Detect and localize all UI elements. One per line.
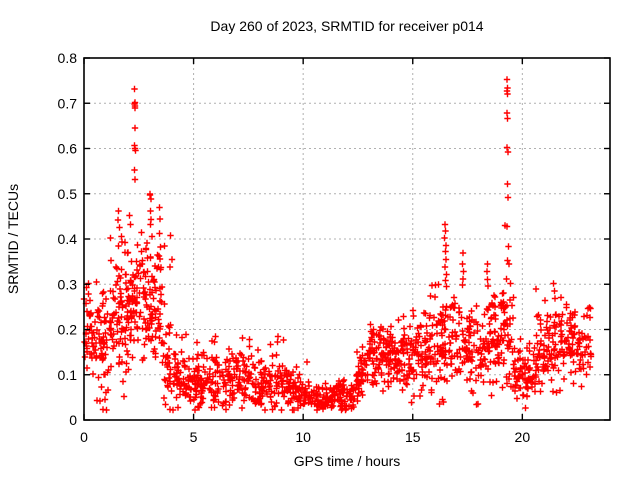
y-tick-label: 0.2 bbox=[58, 322, 78, 338]
y-tick-label: 0.7 bbox=[58, 95, 78, 111]
y-tick-label: 0.1 bbox=[58, 367, 78, 383]
scatter-points bbox=[80, 76, 595, 414]
x-tick-label: 20 bbox=[515, 429, 531, 445]
x-tick-label: 5 bbox=[190, 429, 198, 445]
y-tick-label: 0.4 bbox=[58, 231, 78, 247]
axis-ticks bbox=[83, 57, 610, 421]
x-tick-label: 10 bbox=[295, 429, 311, 445]
y-axis-label: SRMTID / TECUs bbox=[5, 184, 21, 294]
axis-tick-labels: 0 5 10 15 20 0 0.1 0.2 0.3 0.4 0.5 0.6 0.7 0.8 bbox=[58, 50, 531, 445]
x-tick-label: 15 bbox=[405, 429, 421, 445]
y-tick-label: 0 bbox=[69, 412, 77, 428]
y-tick-label: 0.5 bbox=[58, 186, 78, 202]
y-tick-label: 0.8 bbox=[58, 50, 78, 66]
y-tick-label: 0.6 bbox=[58, 141, 78, 157]
y-tick-label: 0.3 bbox=[58, 276, 78, 292]
chart-title: Day 260 of 2023, SRMTID for receiver p01… bbox=[210, 18, 483, 34]
x-axis-label: GPS time / hours bbox=[294, 453, 401, 469]
x-tick-label: 0 bbox=[80, 429, 88, 445]
